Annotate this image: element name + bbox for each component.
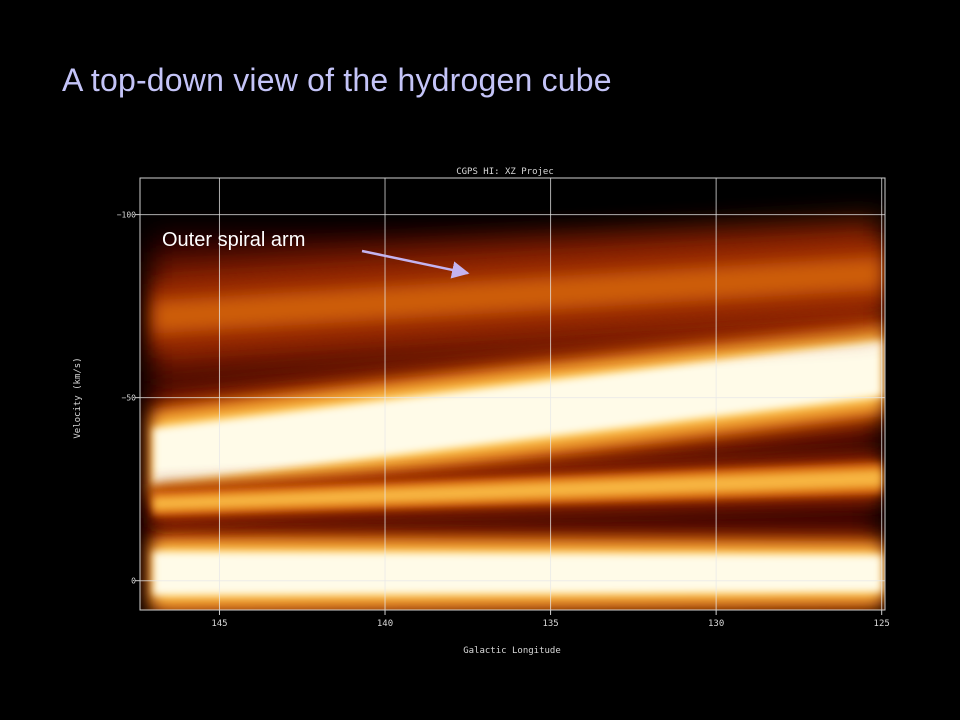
- plot-frame: [139, 177, 886, 611]
- y-axis-label: Velocity (km/s): [73, 357, 83, 438]
- x-tick-label: 130: [708, 619, 724, 629]
- x-tick-label: 125: [874, 619, 890, 629]
- emission-map: [150, 218, 882, 610]
- grid-lines: [140, 178, 885, 610]
- emission-band-3-layer-2: [153, 256, 882, 334]
- outer-arm-annotation: Outer spiral arm: [162, 229, 470, 279]
- emission-band-1-layer-3: [153, 340, 882, 485]
- chart-title: CGPS HI: XZ Projec: [456, 167, 554, 177]
- annotation-label: Outer spiral arm: [162, 229, 305, 251]
- x-axis: 145 140 135 130 125: [211, 610, 890, 629]
- y-tick-label: −100: [117, 211, 136, 220]
- x-tick-label: 140: [377, 619, 393, 629]
- annotation-arrow: [361, 249, 470, 279]
- x-axis-label: Galactic Longitude: [463, 646, 561, 656]
- emission-band-0-layer-3: [153, 551, 882, 596]
- x-tick-label: 135: [542, 619, 558, 629]
- y-tick-label: 0: [131, 577, 136, 586]
- emission-band-2-layer-2: [153, 469, 882, 511]
- y-axis: −100 −50 0: [117, 211, 140, 586]
- x-tick-label: 145: [211, 619, 227, 629]
- slide-title: A top-down view of the hydrogen cube: [62, 62, 612, 98]
- y-tick-label: −50: [122, 394, 137, 403]
